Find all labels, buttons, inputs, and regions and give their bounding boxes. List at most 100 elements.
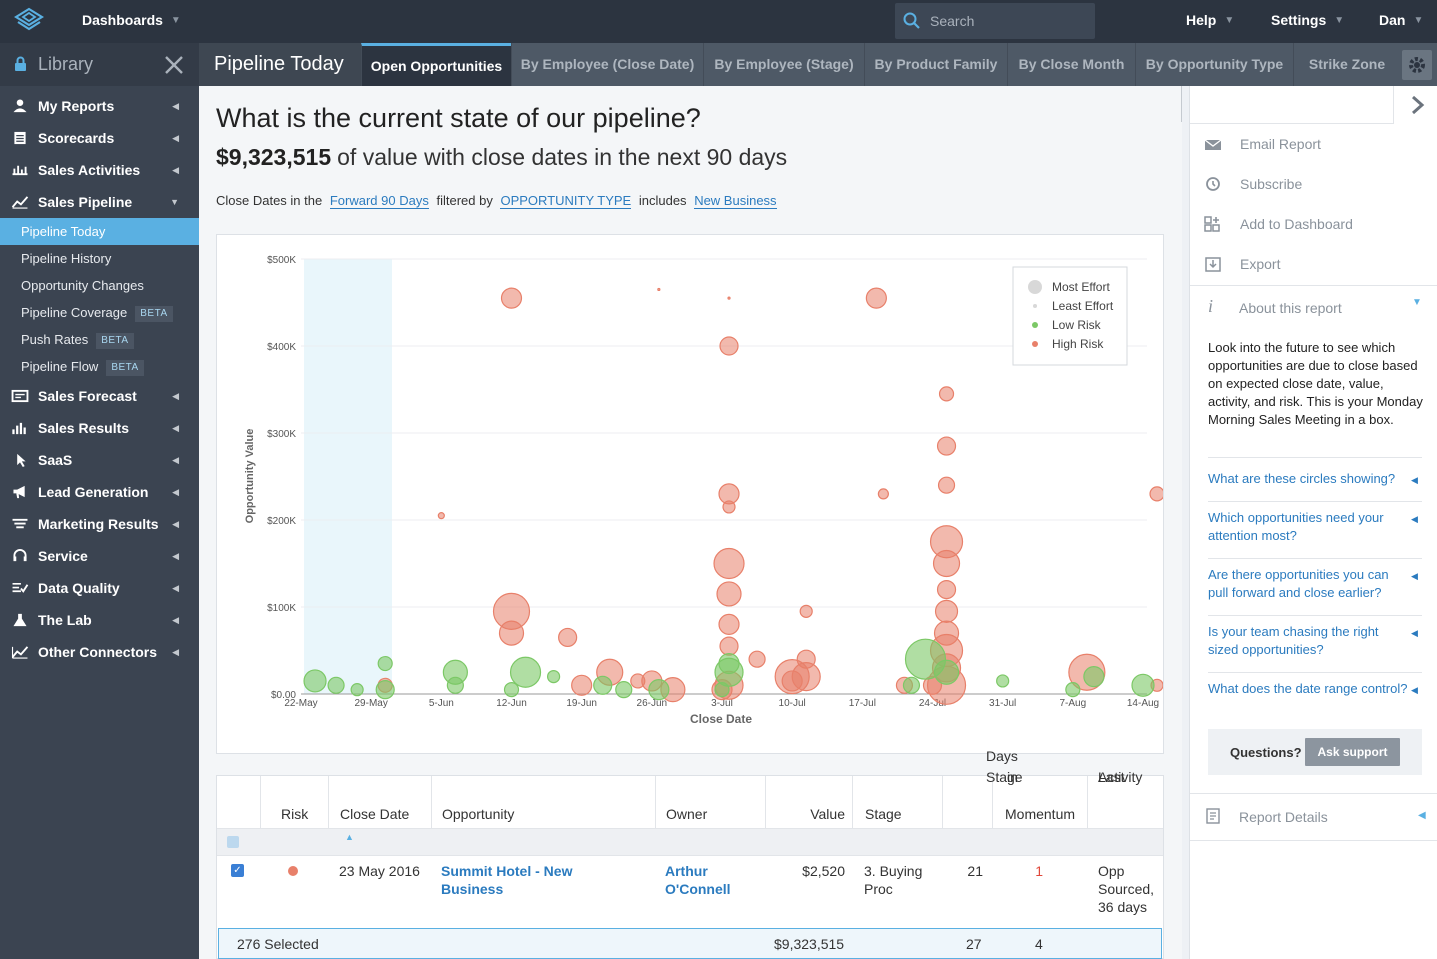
sidebar-subitem-pipeline-today[interactable]: Pipeline Today (0, 218, 199, 245)
close-icon[interactable] (163, 54, 185, 76)
bubble-low-risk[interactable] (303, 669, 327, 693)
tab-by-employee-close-date[interactable]: By Employee (Close Date) (511, 43, 703, 86)
bubble-high-risk[interactable] (799, 604, 813, 618)
tab-by-close-month[interactable]: By Close Month (1007, 43, 1135, 86)
bubble-low-risk[interactable] (1131, 673, 1155, 697)
bubble-low-risk[interactable] (446, 676, 464, 694)
bubble-high-risk[interactable] (722, 500, 736, 514)
question-link-5[interactable]: What does the date range control? (1208, 681, 1408, 696)
date-range-link[interactable]: Forward 90 Days (329, 193, 429, 209)
tab-settings-button[interactable] (1402, 50, 1432, 80)
bubble-high-risk[interactable] (748, 650, 766, 668)
bubble-high-risk[interactable] (558, 627, 578, 648)
bubble-low-risk[interactable] (1065, 682, 1081, 698)
subscribe-action[interactable]: Subscribe (1240, 176, 1303, 192)
app-logo-icon[interactable] (14, 7, 44, 35)
tab-strike-zone[interactable]: Strike Zone (1293, 43, 1400, 86)
bubble-low-risk[interactable] (996, 674, 1010, 688)
tab-open-opportunities[interactable]: Open Opportunities (361, 43, 511, 86)
bubble-high-risk[interactable] (718, 613, 740, 635)
bubble-low-risk[interactable] (547, 670, 561, 684)
question-link-2[interactable]: Which opportunities need your attention … (1208, 510, 1384, 543)
bubble-low-risk[interactable] (902, 676, 921, 694)
export-action[interactable]: Export (1240, 256, 1281, 272)
bubble-high-risk[interactable] (713, 547, 745, 580)
ask-support-button[interactable]: Ask support (1305, 738, 1400, 766)
select-all-checkbox[interactable] (227, 836, 239, 848)
column-stage[interactable]: Stage (853, 776, 943, 856)
sidebar-item-sales-pipeline[interactable]: Sales Pipeline ▼ (0, 186, 199, 218)
tab-by-opportunity-type[interactable]: By Opportunity Type (1135, 43, 1293, 86)
sidebar-item-scorecards[interactable]: Scorecards ◀ (0, 122, 199, 154)
sidebar-item-other-connectors[interactable]: Other Connectors ◀ (0, 636, 199, 668)
bubble-high-risk[interactable] (938, 386, 955, 402)
bubble-high-risk[interactable] (936, 436, 957, 456)
sidebar-subitem-pipeline-history[interactable]: Pipeline History (0, 245, 199, 272)
filter-field-link[interactable]: OPPORTUNITY TYPE (500, 193, 632, 209)
bubble-low-risk[interactable] (327, 676, 345, 694)
bubble-high-risk[interactable] (932, 549, 961, 578)
bubble-low-risk[interactable] (350, 683, 364, 697)
bubble-low-risk[interactable] (933, 659, 960, 685)
bubble-high-risk[interactable] (630, 673, 646, 689)
bubble-low-risk[interactable] (377, 655, 393, 672)
bubble-high-risk[interactable] (571, 674, 593, 696)
sidebar-subitem-pipeline-flow[interactable]: Pipeline Flow BETA (0, 353, 199, 380)
bubble-low-risk[interactable] (648, 679, 670, 701)
bubble-low-risk[interactable] (1083, 666, 1105, 688)
help-menu[interactable]: Help ▼ (1186, 12, 1235, 28)
bubble-high-risk[interactable] (937, 476, 956, 494)
bubble-high-risk[interactable] (500, 287, 523, 309)
sidebar-item-lead-generation[interactable]: Lead Generation ◀ (0, 476, 199, 508)
tab-by-employee-stage[interactable]: By Employee (Stage) (703, 43, 864, 86)
bubble-low-risk[interactable] (714, 682, 730, 698)
bubble-high-risk[interactable] (719, 636, 739, 656)
bubble-high-risk[interactable] (1149, 486, 1163, 502)
bubble-low-risk[interactable] (375, 680, 395, 700)
bubble-high-risk[interactable] (437, 512, 445, 520)
cell-owner-link[interactable]: Arthur O'Connell (665, 863, 731, 897)
bubble-high-risk[interactable] (934, 599, 959, 623)
sidebar-item-the-lab[interactable]: The Lab ◀ (0, 604, 199, 636)
sidebar-item-sales-activities[interactable]: Sales Activities ◀ (0, 154, 199, 186)
sidebar-subitem-pipeline-coverage[interactable]: Pipeline Coverage BETA (0, 299, 199, 326)
column-risk[interactable]: Risk (261, 776, 329, 856)
bubble-high-risk[interactable] (774, 659, 810, 695)
email-report-action[interactable]: Email Report (1240, 136, 1321, 152)
sidebar-subitem-push-rates[interactable]: Push Rates BETA (0, 326, 199, 353)
row-checkbox[interactable]: ✓ (231, 864, 244, 877)
sidebar-item-saas[interactable]: SaaS ◀ (0, 444, 199, 476)
cell-opportunity-link[interactable]: Summit Hotel - New Business (441, 863, 573, 897)
chevron-right-icon[interactable] (1408, 94, 1428, 116)
column-close-date[interactable]: Close Date (329, 776, 432, 856)
column-value[interactable]: Value (766, 776, 853, 856)
about-report-toggle[interactable]: About this report (1239, 300, 1342, 316)
bubble-high-risk[interactable] (727, 296, 731, 300)
column-opportunity[interactable]: Opportunity (432, 776, 656, 856)
question-link-3[interactable]: Are there opportunities you can pull for… (1208, 567, 1389, 600)
bubble-low-risk[interactable] (593, 675, 613, 695)
scrollbar[interactable] (1181, 86, 1182, 122)
settings-menu[interactable]: Settings ▼ (1271, 12, 1345, 28)
question-link-4[interactable]: Is your team chasing the right sized opp… (1208, 624, 1379, 657)
sidebar-item-sales-results[interactable]: Sales Results ◀ (0, 412, 199, 444)
sidebar-item-marketing-results[interactable]: Marketing Results ◀ (0, 508, 199, 540)
add-to-dashboard-action[interactable]: Add to Dashboard (1240, 216, 1353, 232)
bubble-high-risk[interactable] (719, 336, 739, 356)
column-last-activity[interactable]: Last Activity (1098, 769, 1143, 785)
dashboards-menu[interactable]: Dashboards ▼ (82, 12, 181, 28)
bubble-high-risk[interactable] (877, 488, 889, 500)
bubble-high-risk[interactable] (498, 620, 525, 646)
sidebar-item-sales-forecast[interactable]: Sales Forecast ◀ (0, 380, 199, 412)
bubble-high-risk[interactable] (936, 580, 957, 600)
search-input[interactable]: Search (895, 3, 1095, 39)
sidebar-subitem-opportunity-changes[interactable]: Opportunity Changes (0, 272, 199, 299)
bubble-low-risk[interactable] (509, 656, 542, 688)
bubble-high-risk[interactable] (716, 581, 742, 607)
filter-value-link[interactable]: New Business (694, 193, 777, 209)
column-momentum[interactable]: Momentum (993, 776, 1088, 856)
bubble-low-risk[interactable] (714, 657, 744, 687)
user-menu[interactable]: Dan ▼ (1379, 12, 1424, 28)
sidebar-item-my-reports[interactable]: My Reports ◀ (0, 90, 199, 122)
question-link-1[interactable]: What are these circles showing? (1208, 471, 1396, 486)
